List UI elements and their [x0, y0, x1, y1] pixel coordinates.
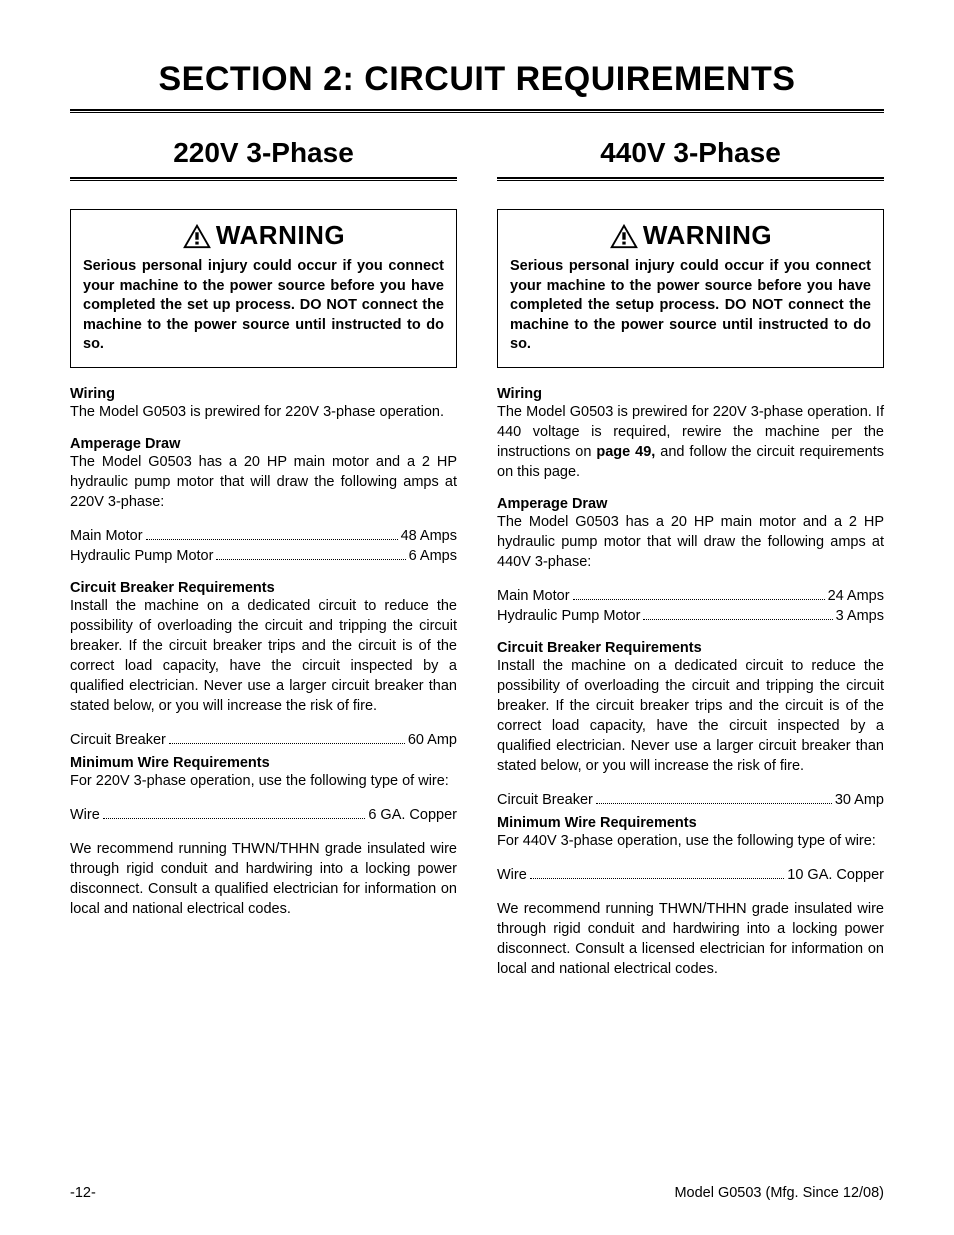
wire-body: For 440V 3-phase operation, use the foll…	[497, 831, 884, 851]
wire-heading: Minimum Wire Requirements	[497, 815, 884, 831]
amperage-specs: Main Motor 24 Amps Hydraulic Pump Motor …	[497, 586, 884, 627]
spec-value: 60 Amp	[408, 730, 457, 750]
recommendation-text: We recommend running THWN/THHN grade ins…	[497, 899, 884, 979]
spec-pump-motor: Hydraulic Pump Motor 3 Amps	[497, 606, 884, 626]
spec-value: 6 GA. Copper	[368, 805, 457, 825]
spec-pump-motor: Hydraulic Pump Motor 6 Amps	[70, 546, 457, 566]
warning-text: Serious personal injury could occur if y…	[510, 257, 871, 355]
breaker-body: Install the machine on a dedicated circu…	[70, 596, 457, 716]
recommendation-text: We recommend running THWN/THHN grade ins…	[70, 839, 457, 919]
spec-circuit-breaker: Circuit Breaker 60 Amp	[70, 730, 457, 750]
spec-value: 48 Amps	[401, 526, 457, 546]
breaker-heading: Circuit Breaker Requirements	[70, 580, 457, 596]
model-info: Model G0503 (Mfg. Since 12/08)	[674, 1185, 884, 1201]
leader-dots	[146, 539, 398, 540]
spec-label: Circuit Breaker	[70, 730, 166, 750]
warning-box-220v: WARNING Serious personal injury could oc…	[70, 209, 457, 368]
breaker-heading: Circuit Breaker Requirements	[497, 640, 884, 656]
wire-body: For 220V 3-phase operation, use the foll…	[70, 771, 457, 791]
amperage-heading: Amperage Draw	[70, 436, 457, 452]
leader-dots	[216, 559, 405, 560]
spec-circuit-breaker: Circuit Breaker 30 Amp	[497, 790, 884, 810]
wiring-heading: Wiring	[70, 386, 457, 402]
amperage-specs: Main Motor 48 Amps Hydraulic Pump Motor …	[70, 526, 457, 567]
spec-main-motor: Main Motor 48 Amps	[70, 526, 457, 546]
spec-value: 24 Amps	[828, 586, 884, 606]
section-rule	[70, 109, 884, 113]
wire-spec: Wire 6 GA. Copper	[70, 805, 457, 825]
spec-wire: Wire 6 GA. Copper	[70, 805, 457, 825]
two-column-layout: 220V 3-Phase WARNING Serious personal in…	[70, 137, 884, 993]
leader-dots	[643, 619, 832, 620]
warning-text: Serious personal injury could occur if y…	[83, 257, 444, 355]
leader-dots	[596, 803, 832, 804]
warning-header: WARNING	[510, 220, 871, 251]
column-title-220v: 220V 3-Phase	[70, 137, 457, 169]
leader-dots	[103, 818, 366, 819]
wire-heading: Minimum Wire Requirements	[70, 755, 457, 771]
leader-dots	[573, 599, 825, 600]
amperage-heading: Amperage Draw	[497, 496, 884, 512]
spec-label: Hydraulic Pump Motor	[497, 606, 640, 626]
column-rule	[70, 177, 457, 181]
spec-value: 6 Amps	[409, 546, 457, 566]
warning-triangle-icon	[609, 223, 639, 249]
spec-value: 10 GA. Copper	[787, 865, 884, 885]
warning-header: WARNING	[83, 220, 444, 251]
spec-wire: Wire 10 GA. Copper	[497, 865, 884, 885]
column-title-440v: 440V 3-Phase	[497, 137, 884, 169]
warning-label: WARNING	[643, 220, 772, 251]
amperage-body: The Model G0503 has a 20 HP main motor a…	[497, 512, 884, 572]
amperage-body: The Model G0503 has a 20 HP main motor a…	[70, 452, 457, 512]
spec-label: Circuit Breaker	[497, 790, 593, 810]
page-footer: -12- Model G0503 (Mfg. Since 12/08)	[70, 1185, 884, 1201]
wiring-heading: Wiring	[497, 386, 884, 402]
column-440v: 440V 3-Phase WARNING Serious personal in…	[497, 137, 884, 993]
page-reference: page 49,	[596, 444, 655, 460]
spec-value: 3 Amps	[836, 606, 884, 626]
warning-triangle-icon	[182, 223, 212, 249]
column-rule	[497, 177, 884, 181]
warning-box-440v: WARNING Serious personal injury could oc…	[497, 209, 884, 368]
wiring-body: The Model G0503 is prewired for 220V 3-p…	[70, 402, 457, 422]
spec-main-motor: Main Motor 24 Amps	[497, 586, 884, 606]
spec-label: Main Motor	[70, 526, 143, 546]
breaker-body: Install the machine on a dedicated circu…	[497, 656, 884, 776]
spec-label: Hydraulic Pump Motor	[70, 546, 213, 566]
leader-dots	[530, 878, 784, 879]
spec-label: Wire	[497, 865, 527, 885]
section-title: SECTION 2: CIRCUIT REQUIREMENTS	[70, 60, 884, 99]
page-number: -12-	[70, 1185, 96, 1201]
wiring-body: The Model G0503 is prewired for 220V 3-p…	[497, 402, 884, 482]
wire-spec: Wire 10 GA. Copper	[497, 865, 884, 885]
column-220v: 220V 3-Phase WARNING Serious personal in…	[70, 137, 457, 993]
warning-label: WARNING	[216, 220, 345, 251]
spec-label: Wire	[70, 805, 100, 825]
spec-value: 30 Amp	[835, 790, 884, 810]
leader-dots	[169, 743, 405, 744]
spec-label: Main Motor	[497, 586, 570, 606]
